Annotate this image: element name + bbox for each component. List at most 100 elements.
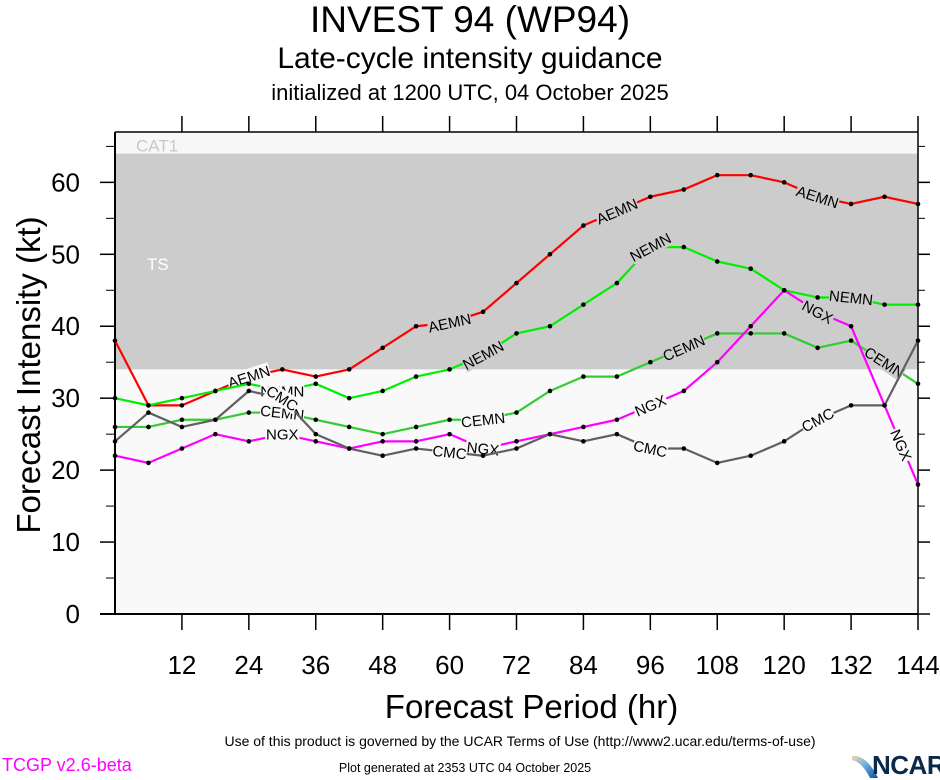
series-label-cmc: CMC (631, 437, 669, 462)
x-tick-label: 120 (762, 650, 805, 680)
data-point-cemn (313, 417, 319, 423)
data-point-nemn (748, 266, 754, 271)
x-tick-label: 96 (636, 650, 665, 680)
data-point-ngx (413, 439, 419, 444)
band-label-cat1: CAT1 (136, 137, 178, 156)
x-tick-label: 48 (368, 650, 397, 680)
data-point-nemn (179, 395, 185, 401)
series-label-bg (794, 182, 842, 212)
series-label-text: NEMN (828, 288, 874, 310)
ncar-logo-text: NCAR (872, 750, 940, 780)
data-point-nemn (581, 302, 586, 307)
series-label-bg (459, 337, 507, 373)
data-point-nemn (547, 323, 553, 329)
series-label-text: CMC (432, 443, 468, 464)
data-point-cmc (112, 439, 118, 444)
series-label-text: CMC (632, 438, 669, 462)
data-point-cmc (413, 446, 419, 451)
band-cat1 (115, 132, 918, 154)
data-point-cemn (112, 424, 118, 430)
data-point-cemn (915, 381, 921, 387)
data-point-cmc (514, 446, 519, 451)
x-tick-label: 60 (435, 650, 464, 680)
series-label-bg (660, 331, 708, 364)
data-point-ngx (748, 323, 754, 329)
data-point-ngx (179, 446, 185, 451)
data-point-cmc (882, 403, 887, 408)
terms-of-use: Use of this product is governed by the U… (224, 733, 816, 749)
chart-subtitle: Late-cycle intensity guidance (277, 42, 663, 75)
data-point-cemn (514, 410, 519, 415)
data-point-cmc (179, 424, 185, 430)
data-point-cmc (915, 338, 921, 343)
y-tick-label: 0 (66, 599, 80, 629)
data-point-cmc (614, 431, 620, 437)
series-label-bg (798, 296, 837, 328)
data-point-nemn (714, 259, 720, 264)
series-label-bg (627, 229, 674, 265)
series-label-bg (828, 287, 874, 308)
series-label-cmc: CMC (431, 442, 468, 464)
data-point-cemn (547, 388, 553, 394)
data-point-cmc (848, 403, 854, 408)
data-point-aemn (581, 223, 586, 228)
data-point-ngx (246, 439, 252, 444)
data-point-ngx (514, 439, 519, 444)
data-point-aemn (748, 172, 754, 178)
y-tick-label: 60 (51, 167, 80, 197)
x-tick-label: 12 (167, 650, 196, 680)
data-point-aemn (681, 187, 687, 192)
series-label-bg (263, 382, 302, 415)
data-point-cemn (815, 345, 820, 351)
data-point-cemn (380, 431, 385, 437)
data-point-ngx (447, 431, 452, 437)
data-point-aemn (781, 180, 787, 185)
ncar-logo: NCAR (852, 750, 940, 780)
data-point-cmc (213, 417, 218, 423)
data-point-ngx (380, 439, 385, 444)
series-label-bg (460, 409, 506, 431)
data-point-cemn (714, 331, 720, 336)
data-point-cmc (714, 460, 720, 466)
data-point-nemn (815, 295, 820, 300)
y-tick-label: 30 (51, 383, 80, 413)
y-tick-label: 10 (51, 527, 80, 557)
series-label-ngx: NGX (265, 426, 300, 444)
series-label-bg (887, 425, 916, 464)
data-point-ngx (714, 359, 720, 365)
data-point-nemn (313, 381, 319, 387)
data-point-nemn (346, 395, 352, 401)
data-point-cmc (748, 453, 754, 459)
y-tick-label: 20 (51, 455, 80, 485)
data-point-cmc (681, 446, 687, 451)
data-point-cmc (581, 439, 586, 444)
band-label-ts: TS (147, 255, 169, 274)
data-point-ngx (781, 287, 787, 293)
data-point-cemn (179, 417, 185, 423)
data-point-cemn (246, 410, 252, 415)
series-label-bg (431, 442, 468, 462)
data-point-ngx (681, 388, 687, 394)
ncar-swoosh-icon (852, 755, 878, 778)
data-point-cemn (346, 424, 352, 430)
series-label-nemn: NEMN (828, 287, 874, 309)
version-label: TCGP v2.6-beta (2, 755, 132, 775)
series-label-bg (631, 437, 669, 460)
data-point-cemn (648, 359, 653, 365)
series-label-bg (265, 426, 300, 443)
data-point-nemn (882, 302, 887, 307)
data-point-ngx (848, 323, 854, 329)
data-point-aemn (915, 201, 921, 207)
data-point-nemn (213, 388, 218, 394)
data-point-cemn (581, 374, 586, 379)
data-point-cemn (781, 331, 787, 336)
series-label-bg (861, 343, 908, 381)
series-label-cemn: CEMN (460, 409, 506, 432)
data-point-aemn (413, 323, 419, 329)
data-point-nemn (681, 244, 687, 250)
x-tick-label: 144 (896, 650, 939, 680)
x-tick-label: 132 (829, 650, 872, 680)
x-tick-label: 36 (301, 650, 330, 680)
data-point-aemn (313, 374, 319, 379)
